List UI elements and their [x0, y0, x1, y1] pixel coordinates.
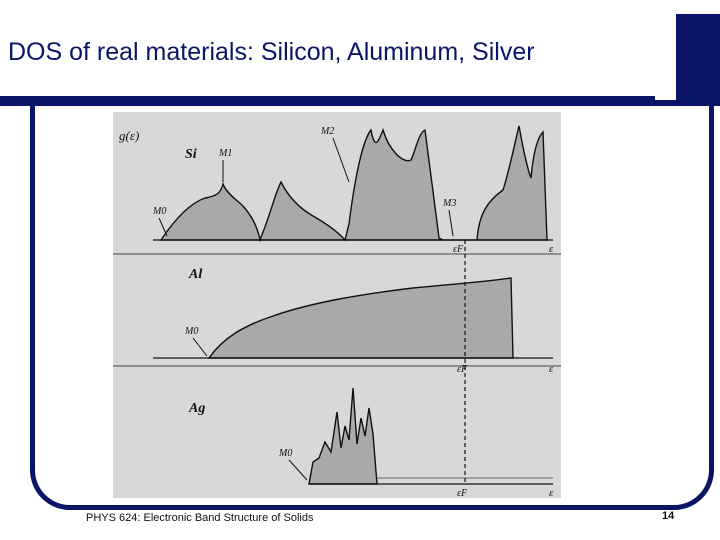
si-m3-arrow: [448, 209, 454, 237]
panel-label-al: Al: [188, 267, 202, 282]
title-underline: [0, 96, 655, 102]
slide-footer: PHYS 624: Electronic Band Structure of S…: [86, 512, 314, 524]
si-m2-label: M2: [320, 126, 334, 137]
ag-m0-label: M0: [278, 448, 292, 459]
si-m2-arrow: [332, 137, 350, 183]
page-number: 14: [662, 510, 675, 522]
panel-label-si: Si: [185, 147, 197, 162]
si-m1-label: M1: [218, 148, 232, 159]
al-m0-arrow: [192, 337, 208, 357]
si-dos-curve: [159, 125, 548, 243]
si-m0-label: M0: [152, 206, 166, 217]
ag-axis-label: ε: [549, 487, 554, 498]
si-fermi-label: εF: [453, 244, 464, 255]
slide-frame: [30, 100, 714, 510]
slide-title: DOS of real materials: Silicon, Aluminum…: [0, 10, 676, 100]
dos-figure: g(ε) Si M0 M1 M2 M3 εF ε Al M0 εF ε Ag M…: [113, 112, 561, 498]
al-fermi-label: εF: [457, 364, 468, 375]
y-axis-label: g(ε): [119, 128, 139, 143]
ag-dos-curve: [308, 387, 378, 485]
dos-figure-svg: g(ε) Si M0 M1 M2 M3 εF ε Al M0 εF ε Ag M…: [113, 125, 561, 498]
ag-m0-arrow: [288, 459, 308, 481]
al-m0-label: M0: [184, 326, 198, 337]
si-axis-label: ε: [549, 243, 554, 255]
ag-fermi-label: εF: [457, 488, 468, 498]
si-m0-arrow: [158, 217, 168, 237]
si-m3-label: M3: [442, 198, 456, 209]
al-dos-curve: [207, 277, 514, 359]
panel-label-ag: Ag: [188, 401, 205, 416]
al-axis-label: ε: [549, 363, 554, 375]
